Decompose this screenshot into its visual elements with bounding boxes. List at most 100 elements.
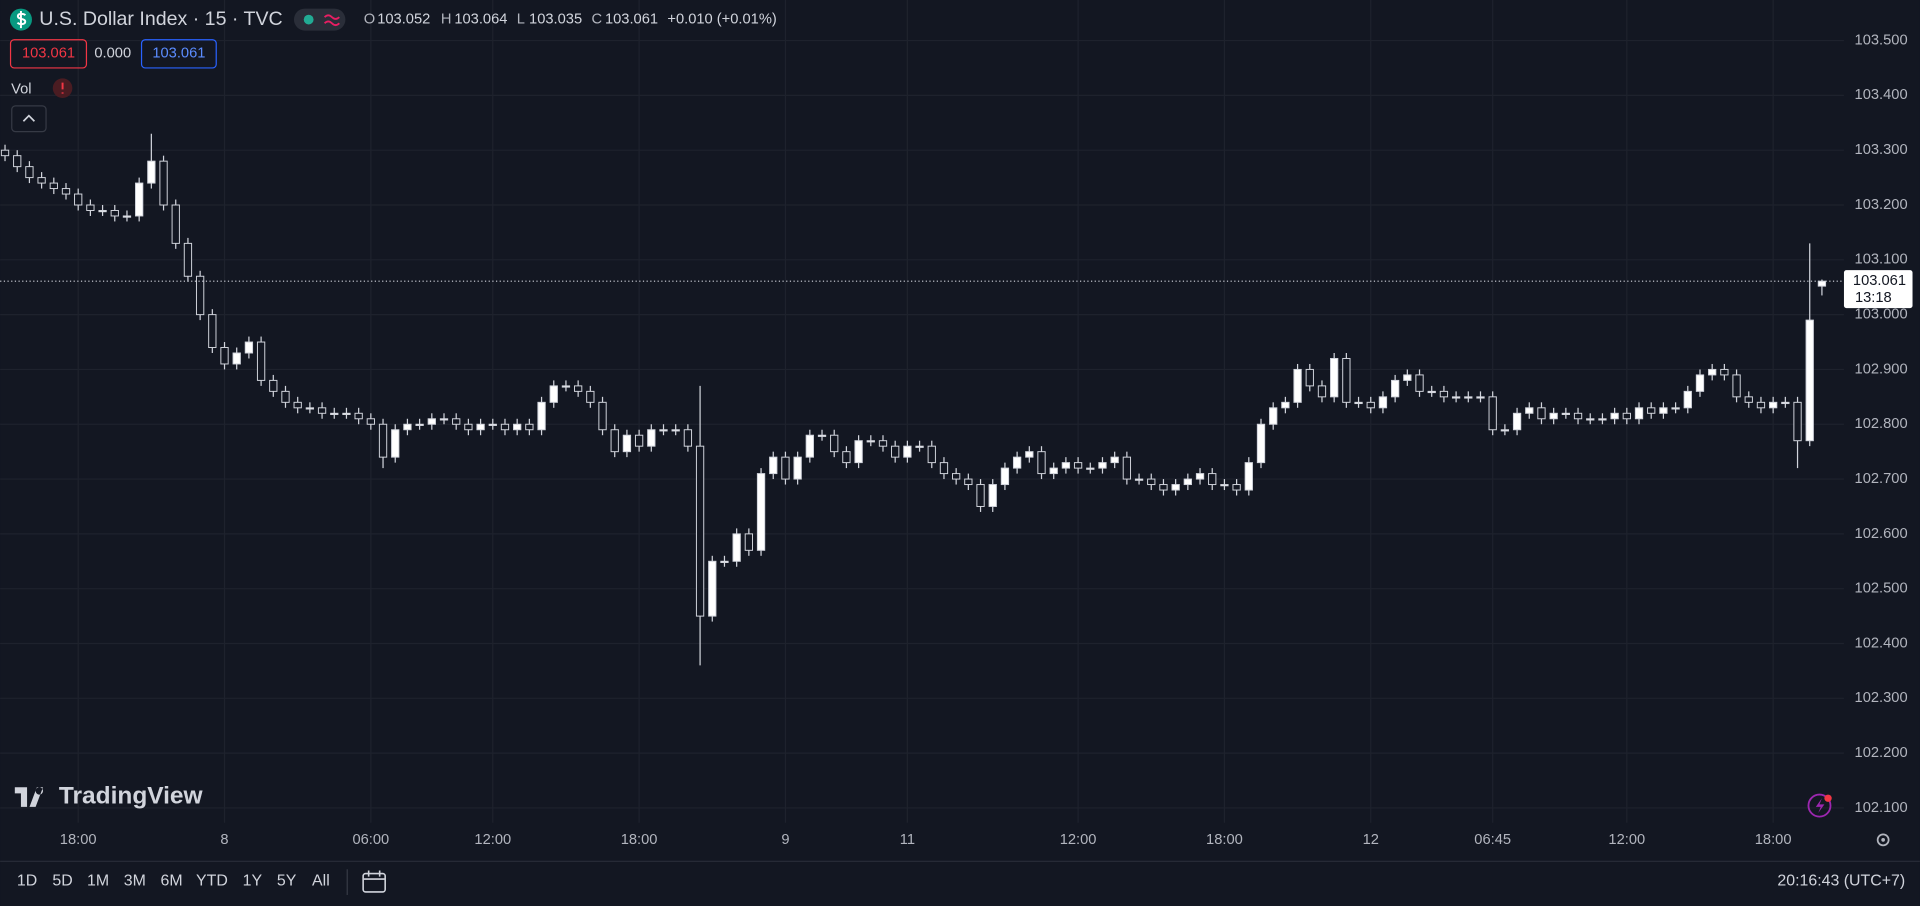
collapse-icon <box>22 114 36 122</box>
ohlc-change: +0.010 (+0.01%) <box>667 11 776 27</box>
candle-body <box>1756 401 1766 409</box>
candle-body <box>98 209 107 213</box>
candle-body <box>269 379 278 392</box>
candle-body <box>1281 401 1290 409</box>
y-tick-label: 103.300 <box>1855 142 1908 158</box>
candle-body <box>976 484 985 507</box>
candle-body <box>1647 407 1656 414</box>
alert-badge <box>1824 794 1832 802</box>
candle-body <box>683 429 693 447</box>
date-range-button[interactable] <box>362 872 386 893</box>
bottom-toolbar: 1D 5D 1M 3M 6M YTD 1Y 5Y All <box>17 873 330 890</box>
range-button[interactable]: 1Y <box>243 873 263 890</box>
range-button[interactable]: 5D <box>52 873 72 890</box>
candle-body <box>891 445 900 458</box>
range-button[interactable]: 6M <box>160 873 182 890</box>
clock[interactable]: 20:16:43 (UTC+7) <box>1777 873 1905 890</box>
range-button[interactable]: 3M <box>124 873 146 890</box>
candle-body <box>1317 385 1327 398</box>
data-status <box>323 14 340 27</box>
candle-body <box>830 434 839 453</box>
candle-body <box>1573 412 1583 420</box>
candle-body <box>1695 374 1705 392</box>
status-pill[interactable] <box>293 8 346 31</box>
ask-box[interactable] <box>140 39 217 69</box>
ohlc-label: O <box>364 11 375 27</box>
candle-body <box>1195 473 1205 480</box>
candle-body <box>708 560 717 617</box>
candle-body <box>256 341 266 381</box>
candle-body <box>1256 423 1266 464</box>
candle-body <box>903 445 912 458</box>
candle-body <box>927 445 936 464</box>
candle-body <box>878 440 888 447</box>
range-button[interactable]: 1D <box>17 873 37 890</box>
range-button[interactable]: 5Y <box>277 873 297 890</box>
logo-text[interactable]: TradingView <box>59 783 204 810</box>
x-tick-label: 12:00 <box>1060 832 1097 848</box>
candle-body <box>378 423 388 458</box>
settings-icon-center <box>1881 838 1885 842</box>
candle-body <box>988 484 997 507</box>
candle-body <box>220 347 229 365</box>
ohlc-value: 103.061 <box>605 11 658 27</box>
volume-label[interactable]: Vol <box>11 81 31 97</box>
candle-body <box>1512 412 1522 431</box>
y-tick-label: 102.900 <box>1855 361 1908 377</box>
y-tick-label: 103.400 <box>1855 87 1908 103</box>
x-tick-label: 12:00 <box>474 832 511 848</box>
candle-body <box>208 314 217 349</box>
x-tick-label: 11 <box>900 832 915 848</box>
y-tick-label: 102.600 <box>1855 526 1908 542</box>
candle-body <box>732 533 741 562</box>
collapse-button[interactable] <box>11 105 47 133</box>
candle-body <box>854 440 863 464</box>
candle-body <box>671 429 680 432</box>
candle-body <box>964 478 973 486</box>
bid-box[interactable] <box>9 39 88 69</box>
candle-body <box>659 429 668 432</box>
candle-body <box>1451 396 1461 399</box>
chart-title[interactable]: U.S. Dollar Index · 15 · TVC <box>39 8 282 30</box>
x-tick-label: 18:00 <box>60 832 97 848</box>
candle-body <box>1086 467 1095 470</box>
candle-body <box>147 160 156 184</box>
range-button[interactable]: YTD <box>196 873 228 890</box>
candle-body <box>1147 478 1156 486</box>
candle-body <box>1805 319 1814 442</box>
x-tick-label: 18:00 <box>1755 832 1792 848</box>
countdown: 13:18 <box>1855 290 1892 306</box>
candle-body <box>561 385 571 388</box>
x-tick-label: 18:00 <box>1206 832 1243 848</box>
spread: 0.000 <box>94 46 131 62</box>
candle-body <box>305 407 315 410</box>
candle-body <box>61 188 71 195</box>
candle-body <box>720 560 729 564</box>
candle-body <box>25 166 34 179</box>
candle-body <box>915 445 924 448</box>
candle-body <box>183 242 193 277</box>
candle-body <box>1488 396 1497 431</box>
candle-body <box>281 390 290 403</box>
x-tick-label: 9 <box>781 832 789 848</box>
candle-body <box>1708 368 1717 376</box>
ohlc-value: 103.035 <box>529 11 582 27</box>
candle-body <box>1732 374 1741 398</box>
candle-body <box>866 440 875 443</box>
settings-icon[interactable] <box>1876 833 1890 847</box>
candle-body <box>744 533 754 551</box>
candle-body <box>769 456 778 475</box>
ask: 103.061 <box>152 46 205 62</box>
candle-body <box>1171 484 1180 491</box>
candle-body <box>1354 401 1363 405</box>
range-button[interactable]: 1M <box>87 873 109 890</box>
candle-body <box>293 401 302 409</box>
candle-body <box>1671 407 1680 410</box>
candle-body <box>122 215 132 218</box>
candle-body <box>452 418 461 425</box>
alert-icon[interactable] <box>1807 793 1832 818</box>
range-button[interactable]: All <box>312 873 330 890</box>
candle-body <box>1293 368 1302 403</box>
